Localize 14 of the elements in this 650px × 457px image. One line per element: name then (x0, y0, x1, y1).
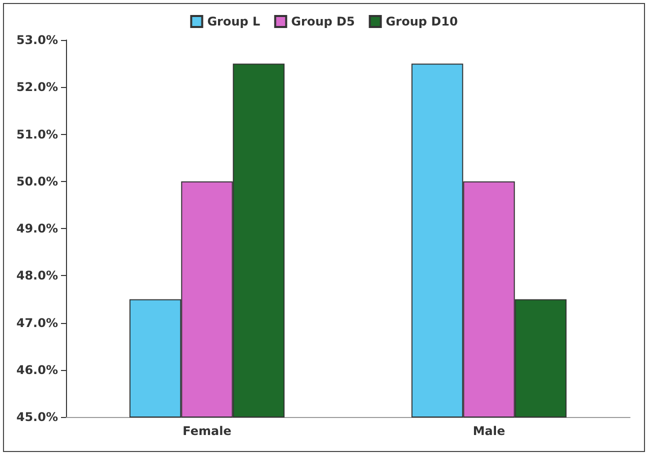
y-tick-label: 53.0% (16, 33, 58, 47)
y-tick-label: 48.0% (16, 268, 58, 283)
y-tick-label: 51.0% (16, 127, 58, 142)
legend-label: Group D5 (291, 14, 355, 28)
x-tick-label: Female (182, 424, 232, 438)
y-tick-label: 52.0% (16, 80, 58, 94)
y-tick-label: 50.0% (16, 174, 58, 188)
y-tick-label: 46.0% (16, 362, 58, 377)
y-tick-label: 47.0% (16, 316, 58, 330)
legend-label: Group L (207, 14, 261, 28)
y-tick-label: 49.0% (16, 222, 58, 236)
x-tick-label: Male (472, 424, 506, 438)
legend-label: Group D10 (386, 14, 458, 28)
y-tick-label: 45.0% (16, 410, 58, 424)
